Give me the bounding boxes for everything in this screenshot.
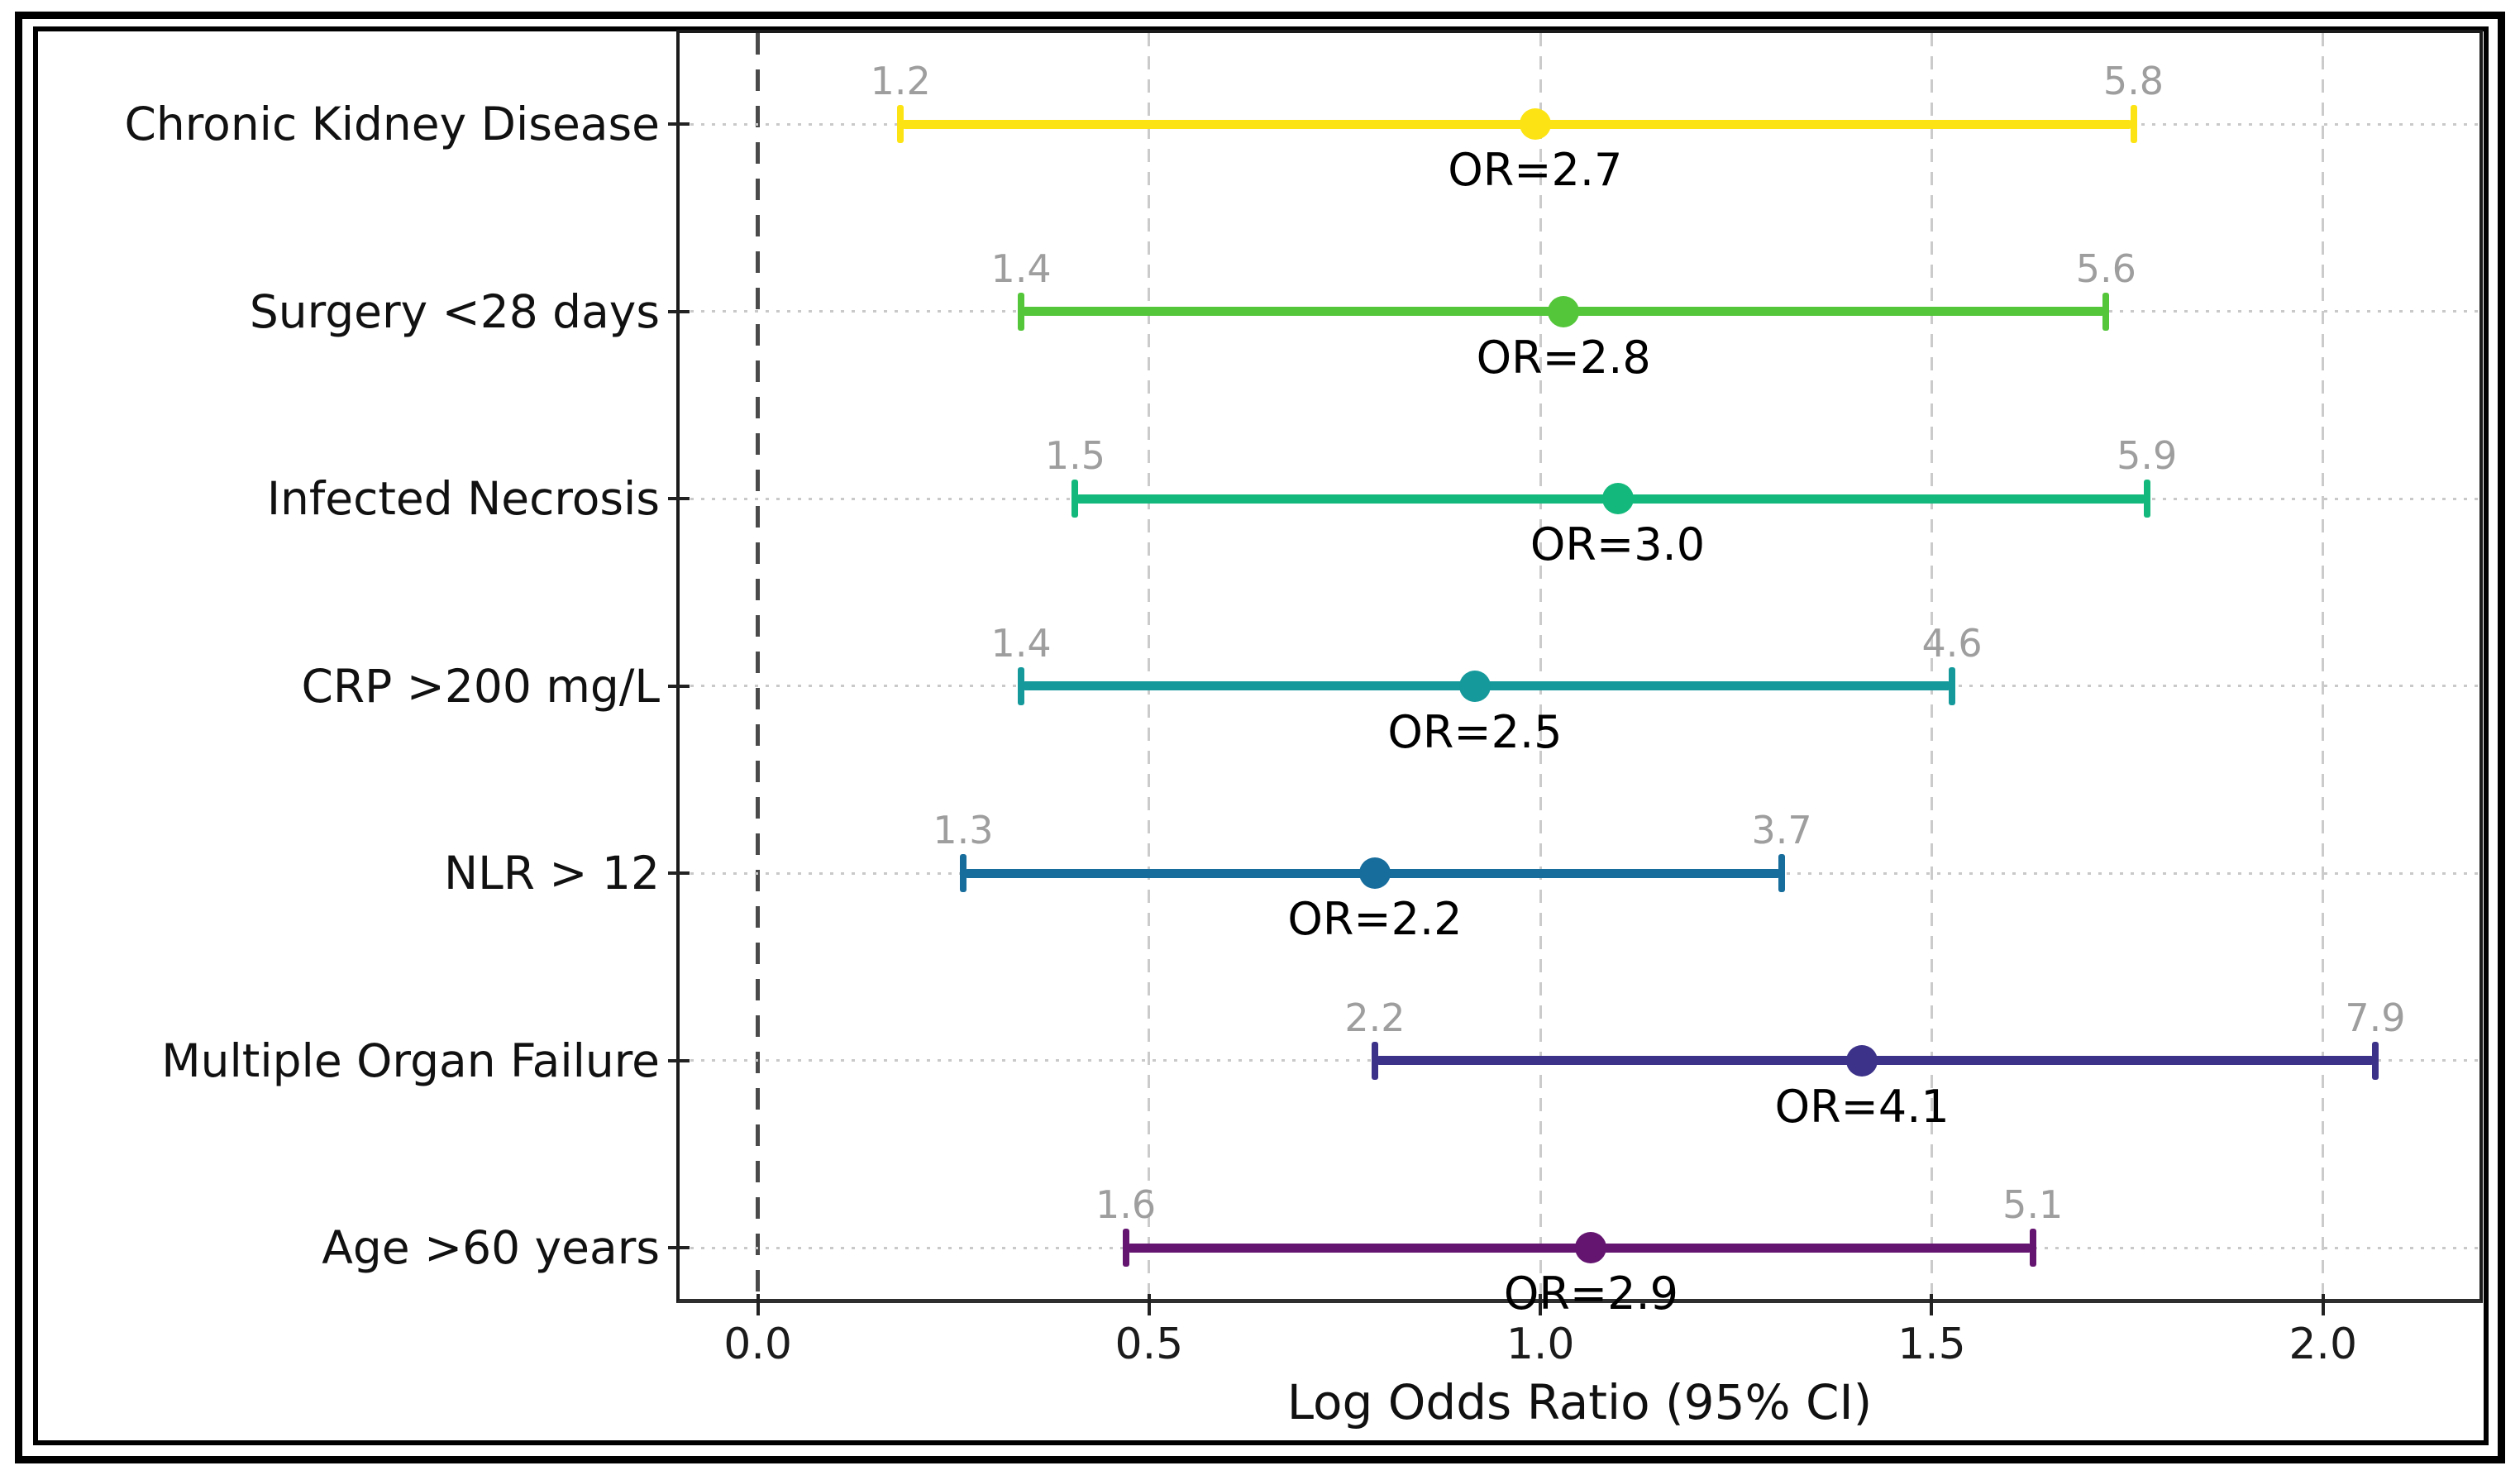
ci-high-label: 7.9 xyxy=(2345,995,2406,1040)
category-label: Age >60 years xyxy=(322,1221,660,1274)
category-label: NLR > 12 xyxy=(443,847,660,900)
error-bar-cap-high xyxy=(2029,1229,2036,1267)
or-value-label: OR=3.0 xyxy=(1530,518,1706,571)
ci-high-label: 5.9 xyxy=(2117,433,2178,478)
or-marker xyxy=(1548,295,1580,327)
or-value-label: OR=2.7 xyxy=(1448,144,1623,196)
x-tick-label: 0.5 xyxy=(1114,1320,1184,1369)
x-gridline xyxy=(1930,33,1933,1299)
figure-outer-border xyxy=(15,12,2505,1463)
figure-inner-border xyxy=(33,26,2489,1445)
ci-low-label: 2.2 xyxy=(1344,995,1406,1040)
or-value-label: OR=2.8 xyxy=(1476,331,1651,384)
ci-low-label: 1.3 xyxy=(933,808,994,852)
y-tick xyxy=(668,497,690,500)
ci-high-label: 4.6 xyxy=(1921,620,1983,666)
error-bar-cap-high xyxy=(2143,480,2150,518)
zero-reference-line xyxy=(756,33,761,1299)
x-tick-label: 1.0 xyxy=(1506,1320,1575,1369)
category-label: Surgery <28 days xyxy=(249,284,660,338)
y-tick xyxy=(668,122,690,126)
ci-low-label: 1.4 xyxy=(990,620,1052,666)
or-marker xyxy=(1458,670,1491,702)
error-bar-cap-low xyxy=(959,854,966,892)
error-bar-cap-high xyxy=(1949,666,1956,705)
x-gridline xyxy=(2322,33,2325,1299)
x-tick xyxy=(1147,1294,1151,1315)
plot-area: 1.2 5.8 OR=2.7 1.4 5.6 OR=2.8 1.5 5.9 OR=3.0 1.4 4… xyxy=(676,30,2483,1318)
or-value-label: OR=2.2 xyxy=(1287,893,1463,945)
or-marker xyxy=(1846,1044,1878,1077)
error-bar-cap-low xyxy=(897,105,904,143)
category-label: Multiple Organ Failure xyxy=(161,1034,660,1087)
x-axis-label: Log Odds Ratio (95% CI) xyxy=(1286,1374,1873,1430)
ci-low-label: 1.6 xyxy=(1095,1182,1157,1227)
error-bar-cap-low xyxy=(1018,666,1025,705)
error-bar-cap-high xyxy=(1778,854,1786,892)
x-gridline xyxy=(1148,33,1151,1299)
or-value-label: OR=2.9 xyxy=(1503,1268,1678,1320)
ci-low-label: 1.5 xyxy=(1044,433,1105,478)
y-tick xyxy=(668,1246,690,1249)
or-value-label: OR=2.5 xyxy=(1387,705,1563,758)
x-gridline xyxy=(1539,33,1542,1299)
error-bar xyxy=(900,119,2134,129)
error-bar-cap-high xyxy=(2371,1041,2379,1080)
ci-high-label: 3.7 xyxy=(1751,808,1812,852)
ci-high-label: 5.6 xyxy=(2075,246,2136,291)
x-tick xyxy=(756,1294,760,1315)
error-bar-cap-high xyxy=(2102,292,2110,331)
x-tick xyxy=(1930,1294,1934,1315)
or-marker xyxy=(1601,483,1634,514)
error-bar-cap-low xyxy=(1122,1229,1129,1267)
or-marker xyxy=(1358,857,1391,889)
ci-high-label: 5.8 xyxy=(2102,59,2164,103)
x-tick-label: 0.0 xyxy=(723,1320,792,1369)
y-tick xyxy=(668,684,690,688)
ci-high-label: 5.1 xyxy=(2002,1182,2064,1227)
or-marker xyxy=(1575,1232,1607,1263)
y-tick xyxy=(668,309,690,313)
category-label: Chronic Kidney Disease xyxy=(124,98,661,150)
error-bar-cap-low xyxy=(1071,480,1079,518)
x-tick-label: 1.5 xyxy=(1897,1320,1966,1369)
x-tick xyxy=(1539,1294,1543,1315)
x-tick-label: 2.0 xyxy=(2289,1320,2358,1369)
y-tick xyxy=(668,1058,690,1062)
category-label: Infected Necrosis xyxy=(266,472,660,525)
category-label: CRP >200 mg/L xyxy=(301,659,660,713)
or-value-label: OR=4.1 xyxy=(1774,1080,1950,1133)
ci-low-label: 1.2 xyxy=(870,59,931,103)
y-tick xyxy=(668,871,690,875)
error-bar-cap-low xyxy=(1371,1041,1378,1080)
ci-low-label: 1.4 xyxy=(990,246,1052,291)
or-marker xyxy=(1519,108,1551,140)
x-tick xyxy=(2321,1294,2325,1315)
error-bar-cap-low xyxy=(1018,292,1025,331)
error-bar-cap-high xyxy=(2130,105,2137,143)
